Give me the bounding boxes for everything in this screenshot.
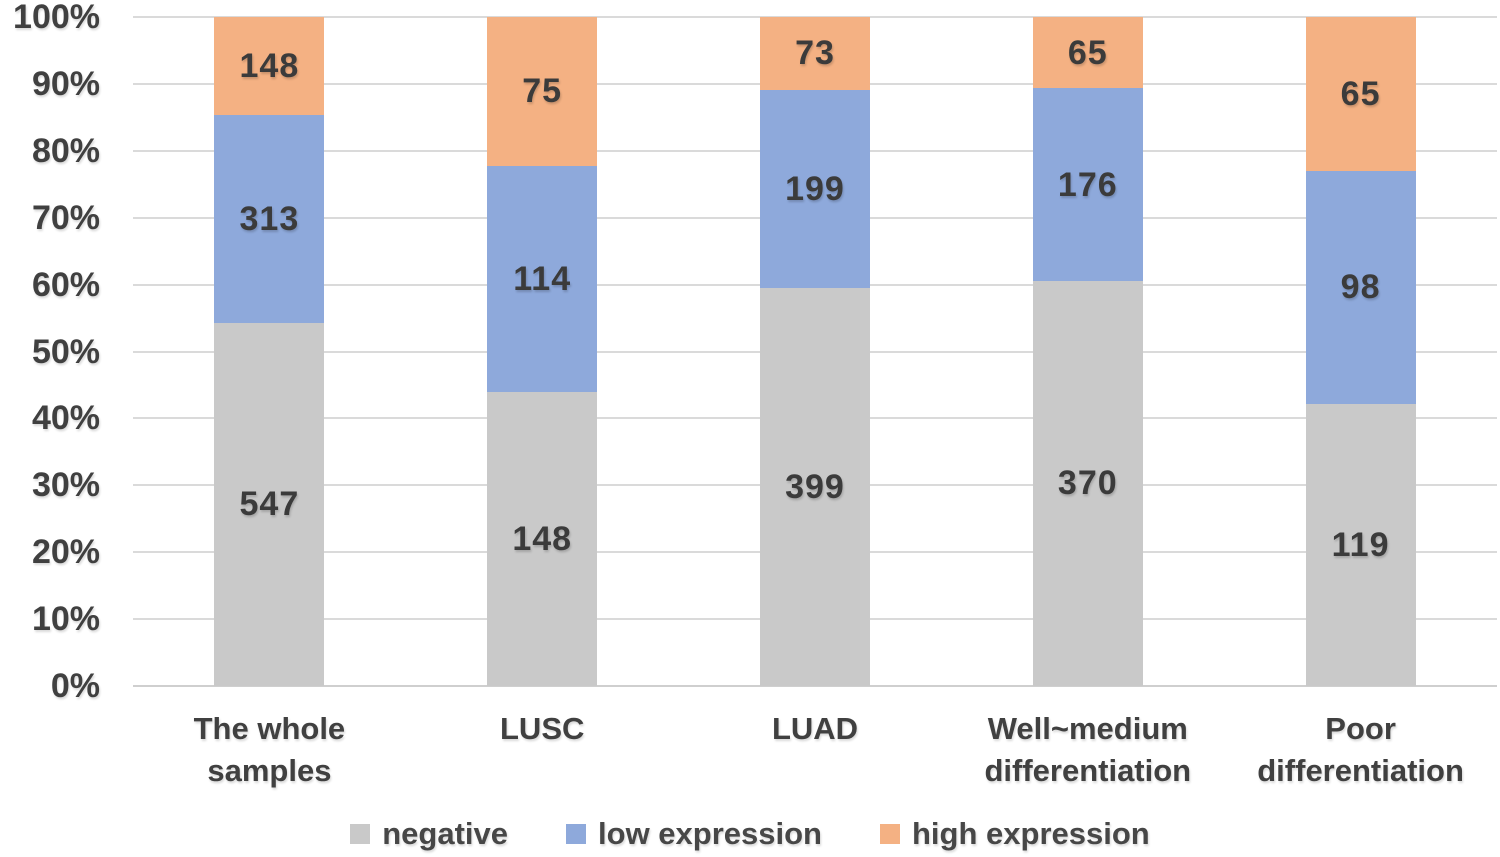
bar-segment-negative: 399 [759, 288, 870, 686]
bar-band: 65 176 370 [951, 17, 1224, 686]
x-category-label: Well~medium differentiation [984, 711, 1192, 788]
bar-segment-negative: 148 [487, 392, 598, 686]
bar-segment-low-expression: 176 [1032, 88, 1143, 281]
segment-value-label: 399 [785, 468, 845, 507]
bar-segment-high-expression: 75 [487, 17, 598, 166]
legend-swatch-icon [880, 823, 900, 844]
segment-value-label: 313 [239, 200, 300, 239]
x-category-label: The whole samples [193, 711, 346, 788]
legend-label: high expression [912, 816, 1150, 851]
legend-item-high-expression: high expression [880, 818, 1150, 849]
segment-value-label: 148 [512, 520, 573, 559]
x-category-label: Poor differentiation [1257, 711, 1464, 788]
bar-band: 73 199 399 [679, 17, 952, 686]
bar-segment-low-expression: 313 [214, 115, 325, 323]
bar-band: 75 114 148 [406, 17, 679, 686]
segment-value-label: 73 [795, 34, 835, 73]
bar-segment-high-expression: 148 [214, 17, 325, 116]
legend: negative low expression high expression [0, 818, 1500, 849]
x-category-label: LUAD [771, 711, 859, 746]
bar-segment-high-expression: 65 [1032, 17, 1143, 89]
segment-value-label: 114 [513, 260, 572, 299]
bar-segment-high-expression: 65 [1305, 17, 1416, 172]
segment-value-label: 176 [1057, 165, 1118, 204]
y-tick-label: 80% [31, 131, 100, 170]
segment-value-label: 98 [1340, 268, 1381, 307]
bar-band: 148 313 547 [133, 17, 406, 686]
bar-segment-low-expression: 98 [1305, 171, 1416, 404]
y-tick-label: 50% [31, 332, 100, 371]
y-tick-label: 70% [31, 198, 100, 237]
legend-label: negative [382, 816, 509, 851]
segment-value-label: 370 [1057, 464, 1118, 503]
stacked-bar: 65 176 370 [1032, 17, 1143, 686]
x-axis-labels: The whole samples LUSC LUAD Well~medium dif… [133, 708, 1497, 792]
bar-band: 65 98 119 [1224, 17, 1497, 686]
segment-value-label: 119 [1331, 525, 1390, 564]
bar-segment-low-expression: 114 [487, 165, 598, 393]
stacked-bar: 148 313 547 [214, 17, 325, 686]
legend-swatch-icon [566, 823, 587, 844]
legend-label: low expression [598, 816, 822, 851]
segment-value-label: 65 [1340, 75, 1381, 114]
bar-segment-low-expression: 199 [759, 89, 870, 289]
stacked-bar: 75 114 148 [487, 17, 598, 686]
y-axis: 0% 10% 20% 30% 40% 50% 60% 70% 80% 90% 100% [0, 0, 113, 703]
bar-segment-negative: 119 [1305, 403, 1416, 686]
legend-swatch-icon [350, 823, 371, 844]
y-tick-label: 60% [31, 265, 100, 304]
plot-area: 148 313 547 75 114 148 73 199 399 65 176 370 65 98 119 [133, 16, 1497, 687]
segment-value-label: 75 [522, 72, 563, 111]
stacked-bar: 73 199 399 [759, 17, 870, 686]
y-tick-label: 30% [31, 466, 100, 505]
x-axis-line [133, 685, 1497, 687]
legend-item-negative: negative [350, 818, 508, 849]
bar-segment-high-expression: 73 [759, 17, 870, 90]
y-tick-label: 40% [31, 399, 100, 438]
segment-value-label: 547 [239, 485, 300, 524]
y-tick-label: 100% [13, 0, 100, 36]
y-tick-label: 0% [50, 667, 100, 705]
segment-value-label: 148 [239, 47, 300, 86]
legend-item-low-expression: low expression [566, 818, 822, 849]
y-tick-label: 90% [31, 64, 100, 103]
segment-value-label: 199 [785, 169, 845, 208]
y-tick-label: 20% [31, 533, 100, 572]
stacked-bar: 65 98 119 [1305, 17, 1416, 686]
bar-segment-negative: 370 [1032, 280, 1143, 686]
bar-segment-negative: 547 [214, 322, 325, 686]
segment-value-label: 65 [1067, 33, 1108, 72]
bars-container: 148 313 547 75 114 148 73 199 399 65 176 370 65 98 119 [133, 17, 1497, 686]
y-tick-label: 10% [31, 600, 100, 639]
x-category-label: LUSC [500, 711, 585, 746]
